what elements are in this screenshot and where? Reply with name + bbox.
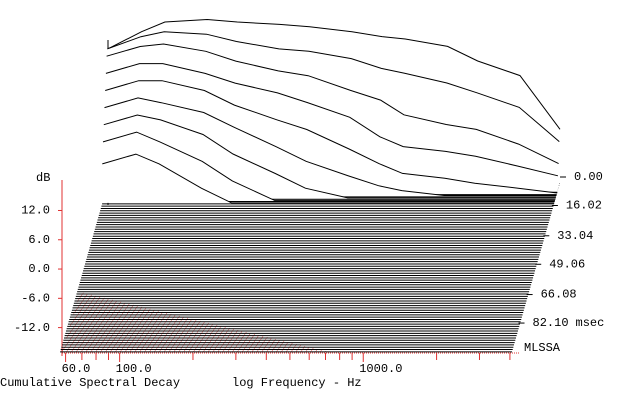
brand-label: MLSSA xyxy=(524,341,561,355)
y-tick-label: 12.0 xyxy=(21,204,50,218)
x-tick-label: 1000.0 xyxy=(359,362,402,376)
y-tick-label: 6.0 xyxy=(28,233,50,247)
slice-curve xyxy=(104,97,557,196)
slice-curve xyxy=(105,63,559,177)
time-tick-label: 33.04 xyxy=(557,229,593,243)
x-axis-label: log Frequency - Hz xyxy=(232,376,362,390)
x-tick-label: 100.0 xyxy=(116,362,152,376)
slice-curve xyxy=(107,31,560,142)
y-tick-label: 0.0 xyxy=(28,262,50,276)
time-tick-label: 66.08 xyxy=(541,288,577,302)
time-tick-label: 49.06 xyxy=(549,257,585,271)
time-tick-label: 82.10 xyxy=(533,316,569,330)
slice-curve xyxy=(105,80,558,194)
slice-curve xyxy=(102,153,555,204)
slice-curve xyxy=(107,18,561,130)
time-tick-label: 0.00 xyxy=(574,170,603,184)
slice-curve xyxy=(102,131,555,201)
y-tick-label: -6.0 xyxy=(21,291,50,305)
time-unit: msec xyxy=(576,316,605,330)
x-tick-label: 60.0 xyxy=(62,362,91,376)
chart-title: Cumulative Spectral Decay xyxy=(0,376,180,390)
slice-fill xyxy=(103,132,556,201)
slice-curve xyxy=(103,114,556,199)
time-tick-label: 16.02 xyxy=(566,199,602,213)
y-tick-label: -12.0 xyxy=(14,321,50,335)
slice-curve xyxy=(106,43,559,165)
y-axis-label: dB xyxy=(36,171,50,185)
